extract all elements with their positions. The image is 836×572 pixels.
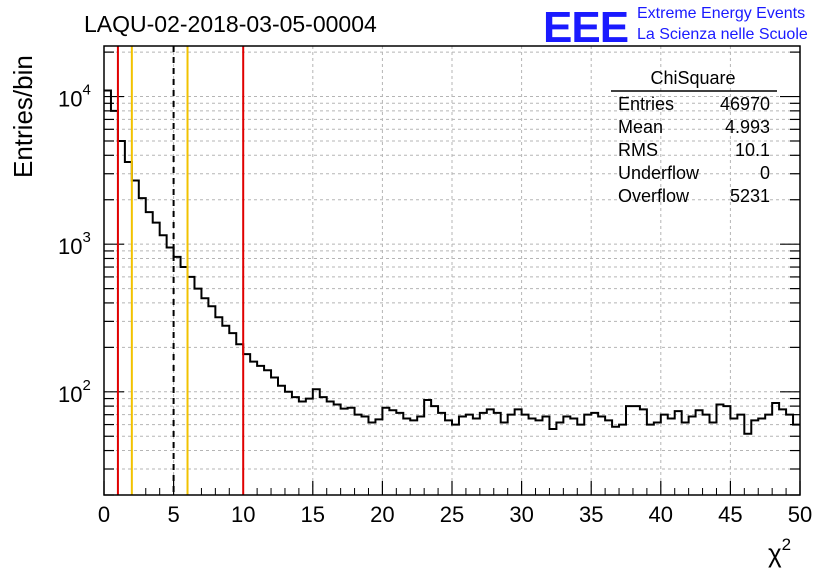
stats-label: Underflow	[618, 163, 700, 183]
y-axis-ticks: 104 103 102	[58, 51, 800, 496]
stats-value: 10.1	[735, 140, 770, 160]
eee-logo: EEE	[543, 3, 628, 52]
x-tick-label: 5	[167, 502, 179, 527]
y-tick-label: 102	[58, 377, 91, 407]
x-tick-label: 10	[231, 502, 255, 527]
x-tick-label: 15	[301, 502, 325, 527]
plot-frame	[103, 45, 801, 496]
x-tick-label: 30	[509, 502, 533, 527]
x-tick-label: 40	[649, 502, 673, 527]
x-axis-label-superscript: 2	[782, 535, 791, 554]
x-tick-label: 25	[440, 502, 464, 527]
x-tick-label: 50	[788, 502, 812, 527]
stats-value: 5231	[730, 186, 770, 206]
histogram-series	[104, 89, 800, 435]
y-axis-label: Entries/bin	[8, 55, 38, 178]
reference-lines	[116, 46, 245, 495]
stats-label: RMS	[618, 140, 658, 160]
stats-title: ChiSquare	[650, 68, 735, 88]
y-tick-label: 104	[58, 82, 91, 112]
stats-label: Entries	[618, 94, 674, 114]
x-tick-label: 45	[718, 502, 742, 527]
stats-value: 4.993	[725, 117, 770, 137]
x-axis-label: χ2	[768, 535, 791, 568]
stats-box: ChiSquare Entries 46970 Mean 4.993 RMS 10.1 Un…	[611, 68, 777, 206]
chart-title: LAQU-02-2018-03-05-00004	[84, 11, 377, 37]
grid-lines	[104, 46, 800, 496]
stats-label: Mean	[618, 117, 663, 137]
eee-logo-line1: Extreme Energy Events	[637, 5, 805, 22]
x-tick-label: 35	[579, 502, 603, 527]
eee-logo-line2: La Scienza nelle Scuole	[637, 26, 808, 43]
y-tick-label: 103	[58, 229, 91, 259]
stats-label: Overflow	[618, 186, 690, 206]
stats-value: 0	[760, 163, 770, 183]
x-tick-label: 0	[98, 502, 110, 527]
x-tick-label: 20	[370, 502, 394, 527]
x-axis-ticks: 0 5 10 15 20 25 30 35 40 45 50	[98, 481, 812, 527]
stats-value: 46970	[720, 94, 770, 114]
